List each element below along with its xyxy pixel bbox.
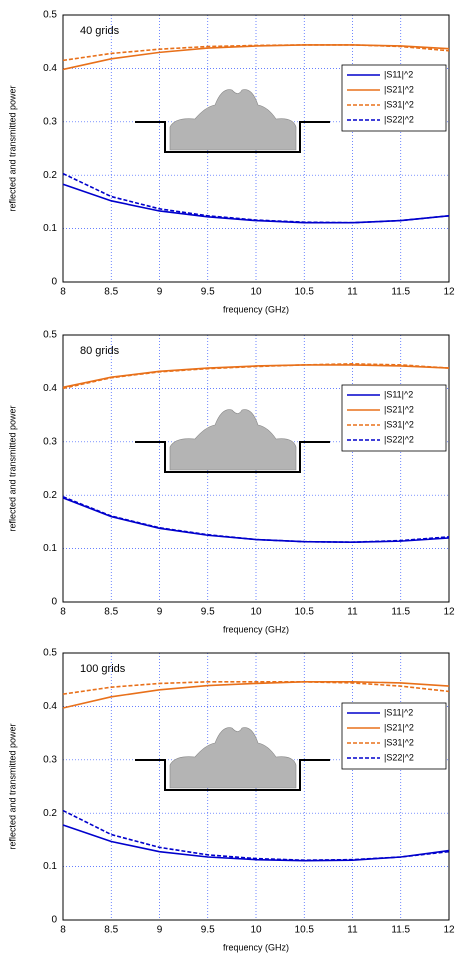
x-tick-label: 12	[443, 925, 455, 936]
x-tick-label: 8	[60, 925, 66, 936]
x-tick-label: 9	[157, 925, 163, 936]
x-tick-label: 11	[347, 925, 358, 936]
x-tick-label: 10.5	[295, 287, 315, 298]
y-tick-label: 0.1	[43, 223, 57, 234]
series-line	[62, 809, 450, 861]
inset-outline	[135, 759, 330, 791]
series-line	[62, 44, 450, 62]
legend-label: |S31|^2	[384, 737, 414, 747]
x-tick-label: 9.5	[201, 925, 215, 936]
y-tick-label: 0.4	[43, 701, 57, 712]
legend: |S11|^2 |S21|^2 |S31|^2 |S22|^2	[341, 384, 447, 452]
inset-shape	[169, 727, 297, 789]
x-tick-label: 9	[157, 607, 163, 618]
y-tick-label: 0.5	[43, 330, 57, 341]
series-line	[62, 363, 450, 390]
y-tick-label: 0.1	[43, 861, 57, 872]
y-tick-label: 0.2	[43, 170, 57, 181]
x-tick-label: 10.5	[295, 607, 315, 618]
x-tick-label: 10	[250, 287, 262, 298]
y-tick-label: 0.3	[43, 754, 57, 765]
x-tick-label: 11	[347, 607, 358, 618]
x-tick-label: 10	[250, 925, 262, 936]
legend-label: |S21|^2	[384, 404, 414, 414]
y-tick-label: 0.4	[43, 63, 57, 74]
y-tick-label: 0	[51, 597, 57, 608]
y-tick-label: 0.1	[43, 543, 57, 554]
legend: |S11|^2 |S21|^2 |S31|^2 |S22|^2	[341, 702, 447, 770]
inset-shape	[169, 89, 297, 151]
x-tick-label: 8	[60, 607, 66, 618]
x-tick-label: 11.5	[391, 607, 410, 618]
x-axis-label: frequency (GHz)	[223, 624, 289, 634]
inset-outline	[135, 441, 330, 473]
legend-label: |S11|^2	[384, 69, 413, 79]
annotation: 100 grids	[80, 663, 126, 675]
x-tick-label: 11.5	[391, 287, 410, 298]
y-tick-label: 0.4	[43, 383, 57, 394]
series-line	[62, 172, 450, 224]
x-tick-label: 9.5	[201, 607, 215, 618]
series-line	[62, 681, 450, 695]
plot-frame	[62, 334, 450, 603]
legend-label: |S22|^2	[384, 114, 414, 124]
x-tick-label: 9.5	[201, 287, 215, 298]
series-line	[62, 824, 450, 862]
legend-label: |S11|^2	[384, 707, 413, 717]
series-line	[62, 681, 450, 709]
legend-label: |S31|^2	[384, 99, 414, 109]
x-tick-label: 10.5	[295, 925, 315, 936]
x-tick-label: 8.5	[104, 287, 118, 298]
x-axis-label: frequency (GHz)	[223, 304, 289, 314]
x-tick-label: 12	[443, 287, 455, 298]
series-line	[62, 497, 450, 543]
y-tick-label: 0.2	[43, 490, 57, 501]
legend-label: |S31|^2	[384, 419, 414, 429]
legend: |S11|^2 |S21|^2 |S31|^2 |S22|^2	[341, 64, 447, 132]
legend-label: |S22|^2	[384, 434, 414, 444]
annotation: 80 grids	[80, 345, 120, 357]
y-tick-label: 0.5	[43, 648, 57, 659]
series-line	[62, 496, 450, 543]
x-tick-label: 8.5	[104, 925, 118, 936]
x-tick-label: 8.5	[104, 607, 118, 618]
y-axis-label: reflected and transmitted power	[7, 405, 17, 531]
x-tick-label: 9	[157, 287, 163, 298]
legend-label: |S11|^2	[384, 389, 413, 399]
y-tick-label: 0.3	[43, 436, 57, 447]
legend-label: |S21|^2	[384, 84, 414, 94]
inset-outline	[135, 121, 330, 153]
y-tick-label: 0.3	[43, 116, 57, 127]
plot-frame	[62, 652, 450, 921]
x-axis-label: frequency (GHz)	[223, 942, 289, 952]
legend-label: |S22|^2	[384, 752, 414, 762]
y-axis-label: reflected and transmitted power	[7, 85, 17, 211]
x-tick-label: 12	[443, 607, 455, 618]
y-tick-label: 0.2	[43, 808, 57, 819]
annotation: 40 grids	[80, 25, 120, 37]
x-tick-label: 11	[347, 287, 358, 298]
inset-shape	[169, 409, 297, 471]
y-tick-label: 0	[51, 915, 57, 926]
x-tick-label: 10	[250, 607, 262, 618]
x-tick-label: 11.5	[391, 925, 410, 936]
y-tick-label: 0	[51, 277, 57, 288]
x-tick-label: 8	[60, 287, 66, 298]
plot-frame	[62, 14, 450, 283]
y-axis-label: reflected and transmitted power	[7, 723, 17, 849]
y-tick-label: 0.5	[43, 10, 57, 21]
legend-label: |S21|^2	[384, 722, 414, 732]
